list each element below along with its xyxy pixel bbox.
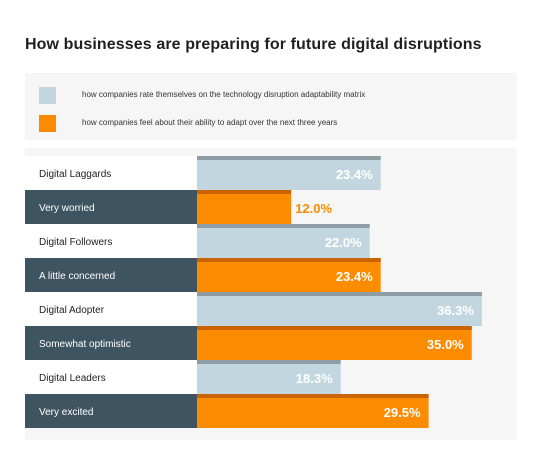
row-label-bg-digital-followers [25, 224, 197, 258]
bar-top-somewhat-optimistic [197, 326, 472, 330]
category-label-digital-laggards: Digital Laggards [39, 169, 111, 180]
chart-panel: Digital Laggards 23.4% Very worried 12.0% Di… [25, 148, 517, 440]
bar-top-very-worried [197, 190, 292, 194]
category-label-very-excited: Very excited [39, 407, 93, 418]
bar-top-digital-leaders [197, 360, 341, 364]
bar-top-a-little-concerned [197, 258, 381, 262]
bar-digital-followers [197, 224, 370, 258]
bar-chart: Digital Laggards 23.4% Very worried 12.0% Di… [25, 156, 482, 428]
value-label-very-excited: 29.5% [384, 405, 421, 420]
bar-very-worried [197, 190, 292, 224]
row-label-bg-digital-adopter [25, 292, 197, 326]
category-label-digital-adopter: Digital Adopter [39, 305, 105, 316]
bar-top-digital-followers [197, 224, 370, 228]
bar-somewhat-optimistic [197, 326, 472, 360]
row-label-bg-digital-laggards [25, 156, 197, 190]
row-label-bg-very-excited [25, 394, 197, 428]
bar-very-excited [197, 394, 429, 428]
row-label-bg-somewhat-optimistic [25, 326, 197, 360]
bar-a-little-concerned [197, 258, 381, 292]
value-label-digital-laggards: 23.4% [336, 167, 373, 182]
value-label-digital-leaders: 18.3% [296, 371, 333, 386]
value-label-somewhat-optimistic: 35.0% [427, 337, 464, 352]
bar-top-digital-laggards [197, 156, 381, 160]
category-label-digital-leaders: Digital Leaders [39, 373, 106, 384]
category-label-digital-followers: Digital Followers [39, 237, 112, 248]
bar-digital-adopter [197, 292, 482, 326]
value-label-digital-followers: 22.0% [325, 235, 362, 250]
category-label-very-worried: Very worried [39, 203, 95, 214]
legend-swatch-self-rating [39, 87, 56, 104]
value-label-very-worried: 12.0% [295, 201, 332, 216]
row-label-bg-a-little-concerned [25, 258, 197, 292]
row-label-bg-digital-leaders [25, 360, 197, 394]
value-label-a-little-concerned: 23.4% [336, 269, 373, 284]
legend: how companies rate themselves on the tec… [25, 73, 517, 140]
value-label-digital-adopter: 36.3% [437, 303, 474, 318]
row-label-bg-very-worried [25, 190, 197, 224]
bar-top-digital-adopter [197, 292, 482, 296]
bar-digital-laggards [197, 156, 381, 190]
chart-title: How businesses are preparing for future … [25, 36, 482, 53]
legend-swatch-outlook [39, 115, 56, 132]
bar-top-very-excited [197, 394, 429, 398]
category-label-a-little-concerned: A little concerned [39, 271, 115, 282]
category-label-somewhat-optimistic: Somewhat optimistic [39, 339, 131, 350]
bar-digital-leaders [197, 360, 341, 394]
legend-label-outlook: how companies feel about their ability t… [82, 118, 338, 127]
legend-label-self-rating: how companies rate themselves on the tec… [82, 90, 366, 99]
